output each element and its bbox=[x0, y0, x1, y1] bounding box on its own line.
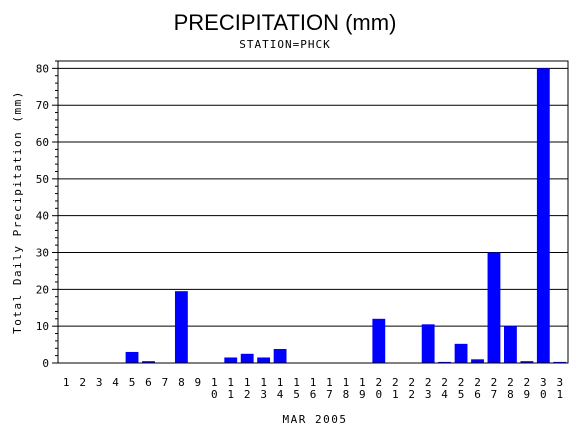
chart-title: PRECIPITATION (mm) bbox=[174, 10, 397, 35]
gridlines bbox=[58, 67, 568, 327]
bar-day-12 bbox=[240, 353, 254, 363]
bar-day-26 bbox=[471, 359, 484, 363]
y-tick-label: 10 bbox=[36, 320, 49, 333]
bar-day-24 bbox=[438, 361, 452, 363]
y-tick-label: 40 bbox=[36, 210, 49, 223]
x-tick-label-1: 1 bbox=[63, 376, 70, 389]
y-tick-label: 0 bbox=[42, 357, 49, 370]
x-tick-label-6: 6 bbox=[145, 376, 152, 389]
bar-day-29 bbox=[520, 361, 534, 363]
chart-subtitle: STATION=PHCK bbox=[239, 38, 330, 51]
bar-day-14 bbox=[273, 349, 287, 363]
x-tick-label-9: 9 bbox=[195, 376, 202, 389]
bar-day-27 bbox=[487, 252, 501, 363]
bar-day-11 bbox=[224, 357, 238, 363]
bar-day-31 bbox=[553, 361, 567, 363]
x-tick-label-8: 8 bbox=[178, 376, 185, 389]
y-axis-label: Total Daily Precipitation (mm) bbox=[11, 90, 24, 334]
bar-day-25 bbox=[454, 343, 468, 363]
y-tick-label: 20 bbox=[36, 283, 49, 296]
y-tick-label: 80 bbox=[36, 62, 49, 75]
bar-day-20 bbox=[372, 318, 386, 363]
bars bbox=[125, 68, 567, 364]
bar-day-6 bbox=[142, 361, 155, 363]
x-tick-label-2: 2 bbox=[79, 376, 86, 389]
bar-day-8 bbox=[174, 291, 188, 363]
bar-day-23 bbox=[421, 324, 435, 363]
x-axis-label: MAR 2005 bbox=[283, 413, 348, 426]
plot-frame bbox=[57, 60, 569, 364]
x-tick-label-5: 5 bbox=[129, 376, 136, 389]
y-tick-label: 60 bbox=[36, 136, 49, 149]
bar-day-30 bbox=[536, 68, 550, 364]
y-tick-label: 30 bbox=[36, 247, 49, 260]
x-tick-label-4: 4 bbox=[112, 376, 119, 389]
y-tick-label: 70 bbox=[36, 99, 49, 112]
x-tick-label-3: 3 bbox=[96, 376, 103, 389]
x-tick-label-7: 7 bbox=[162, 376, 169, 389]
bar-day-28 bbox=[504, 326, 517, 363]
bar-day-5 bbox=[125, 351, 139, 363]
y-axis-ticks: 0 10 20 30 40 50 60 70 80 bbox=[36, 60, 58, 370]
x-axis-ticks: 1 2 3 4 5 6 7 8 9 1 01 11 21 31 41 51 61 71 81 92 02 12 22 32 42… bbox=[63, 376, 563, 401]
bar-day-13 bbox=[257, 357, 271, 363]
y-tick-label: 50 bbox=[36, 173, 49, 186]
